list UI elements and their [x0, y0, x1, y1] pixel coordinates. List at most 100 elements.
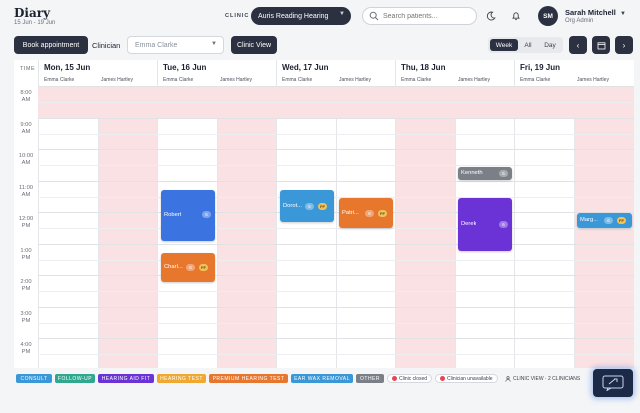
- status-dot: [440, 376, 445, 381]
- day-name: Tue, 16 Jun: [163, 63, 207, 72]
- duration-badge: 6: [604, 217, 613, 224]
- half-hour-line: [38, 228, 634, 229]
- status-dot: [392, 376, 397, 381]
- hour-line: [38, 307, 634, 308]
- half-hour-line: [38, 354, 634, 355]
- half-hour-line: [38, 197, 634, 198]
- hour-line: [38, 181, 634, 182]
- day-header-fri: Fri, 19 Jun Emma Clarke James Hartley: [514, 60, 634, 86]
- slot-column-unavailable: [217, 86, 276, 368]
- slot-column[interactable]: [38, 86, 98, 368]
- assistant-button[interactable]: [593, 369, 633, 397]
- half-hour-line: [38, 102, 634, 103]
- prev-week-button[interactable]: ‹: [569, 36, 587, 54]
- duration-badge: 6: [202, 211, 211, 218]
- time-label: 10:00 AM: [18, 153, 34, 166]
- clinician-select[interactable]: Emma Clarke ▼: [127, 36, 224, 54]
- time-label: 12:00 PM: [18, 216, 34, 229]
- slot-column[interactable]: [276, 86, 336, 368]
- hour-line: [38, 212, 634, 213]
- appointment-card[interactable]: Dorot... 6 FF: [280, 190, 334, 222]
- appointment-card[interactable]: Kenneth 6: [458, 167, 512, 180]
- duration-badge: 6: [186, 264, 195, 271]
- clinic-label: CLINIC: [225, 13, 250, 19]
- hour-line: [38, 338, 634, 339]
- time-label: 2:00 PM: [20, 279, 32, 292]
- calendar-picker-button[interactable]: [592, 36, 610, 54]
- clinician-name: Emma Clarke: [282, 77, 313, 83]
- legend-premium-hearing-test: PREMIUM HEARING TEST: [209, 374, 288, 383]
- slot-column[interactable]: [336, 86, 395, 368]
- page-title: Diary: [14, 6, 51, 20]
- clinician-label: Clinician: [92, 41, 121, 50]
- avatar[interactable]: SM: [538, 6, 558, 26]
- user-role: Org Admin: [565, 18, 594, 24]
- legend-hearing-aid-fit: HEARING AID FIT: [98, 374, 154, 383]
- ff-badge: FF: [199, 264, 208, 271]
- search-box[interactable]: [362, 7, 477, 25]
- legend-clinic-closed: Clinic closed: [387, 374, 433, 383]
- appointment-card[interactable]: Charl... 6 FF: [161, 253, 215, 282]
- chevron-down-icon: ▼: [339, 11, 345, 17]
- appointment-card[interactable]: Marg... 6 FF: [577, 213, 632, 228]
- hour-line: [38, 244, 634, 245]
- patient-name: Robert: [164, 212, 182, 218]
- chevron-down-icon: ▼: [211, 41, 217, 47]
- half-hour-line: [38, 291, 634, 292]
- duration-badge: 6: [365, 210, 374, 217]
- day-name: Fri, 19 Jun: [520, 63, 561, 72]
- user-name: Sarah Mitchell: [565, 8, 616, 17]
- view-week-button[interactable]: Week: [490, 39, 518, 51]
- day-name: Thu, 18 Jun: [401, 63, 446, 72]
- chevron-down-icon[interactable]: ▼: [620, 11, 626, 17]
- appointment-card[interactable]: Derek 6: [458, 198, 512, 251]
- slot-column-unavailable: [395, 86, 455, 368]
- half-hour-line: [38, 134, 634, 135]
- chevron-left-icon: ‹: [576, 40, 580, 50]
- clinician-name: James Hartley: [101, 77, 133, 83]
- book-appointment-button[interactable]: Book appointment: [14, 36, 88, 54]
- clinician-name: Emma Clarke: [44, 77, 75, 83]
- search-input[interactable]: [383, 10, 473, 22]
- ff-badge: FF: [378, 210, 387, 217]
- day-header-wed: Wed, 17 Jun Emma Clarke James Hartley: [276, 60, 395, 86]
- appointment-card[interactable]: Robert 6: [161, 190, 215, 241]
- clinician-name: Emma Clarke: [401, 77, 432, 83]
- slot-column[interactable]: [514, 86, 574, 368]
- view-day-button[interactable]: Day: [544, 41, 556, 49]
- clinician-select-value: Emma Clarke: [135, 41, 178, 49]
- legend-hearing-test: HEARING TEST: [157, 374, 206, 383]
- view-all-button[interactable]: All: [524, 41, 532, 49]
- slot-column[interactable]: [455, 86, 514, 368]
- duration-badge: 6: [499, 170, 508, 177]
- time-label: 11:00 AM: [18, 185, 34, 198]
- slot-column[interactable]: [157, 86, 217, 368]
- hour-line: [38, 86, 634, 87]
- day-header-thu: Thu, 18 Jun Emma Clarke James Hartley: [395, 60, 514, 86]
- clinician-name: James Hartley: [339, 77, 371, 83]
- clinic-view-button[interactable]: Clinic View: [231, 36, 277, 54]
- slot-column-unavailable: [98, 86, 157, 368]
- patient-name: Marg...: [580, 217, 599, 223]
- ff-badge: FF: [617, 217, 626, 224]
- notifications-button[interactable]: [507, 7, 525, 25]
- hour-line: [38, 118, 634, 119]
- hour-line: [38, 275, 634, 276]
- search-icon: [369, 11, 379, 21]
- day-name: Wed, 17 Jun: [282, 63, 329, 72]
- clinician-name: Emma Clarke: [520, 77, 551, 83]
- next-week-button[interactable]: ›: [615, 36, 633, 54]
- half-hour-line: [38, 165, 634, 166]
- header: Diary 15 Jun - 19 Jun CLINIC Auris Readi…: [0, 0, 640, 32]
- half-hour-line: [38, 323, 634, 324]
- time-label: 3:00 PM: [20, 311, 32, 324]
- appointment-card[interactable]: Patri... 6 FF: [339, 198, 393, 228]
- clinic-view-info: CLINIC VIEW · 2 CLINICIANS: [501, 374, 584, 383]
- legend-follow-up: FOLLOW-UP: [55, 374, 95, 383]
- ff-badge: FF: [318, 203, 327, 210]
- theme-toggle-button[interactable]: [482, 7, 500, 25]
- clinic-select[interactable]: Auris Reading Hearing ▼: [251, 7, 351, 25]
- patient-name: Kenneth: [461, 170, 483, 176]
- patient-name: Derek: [461, 221, 477, 227]
- clinician-name: Emma Clarke: [163, 77, 194, 83]
